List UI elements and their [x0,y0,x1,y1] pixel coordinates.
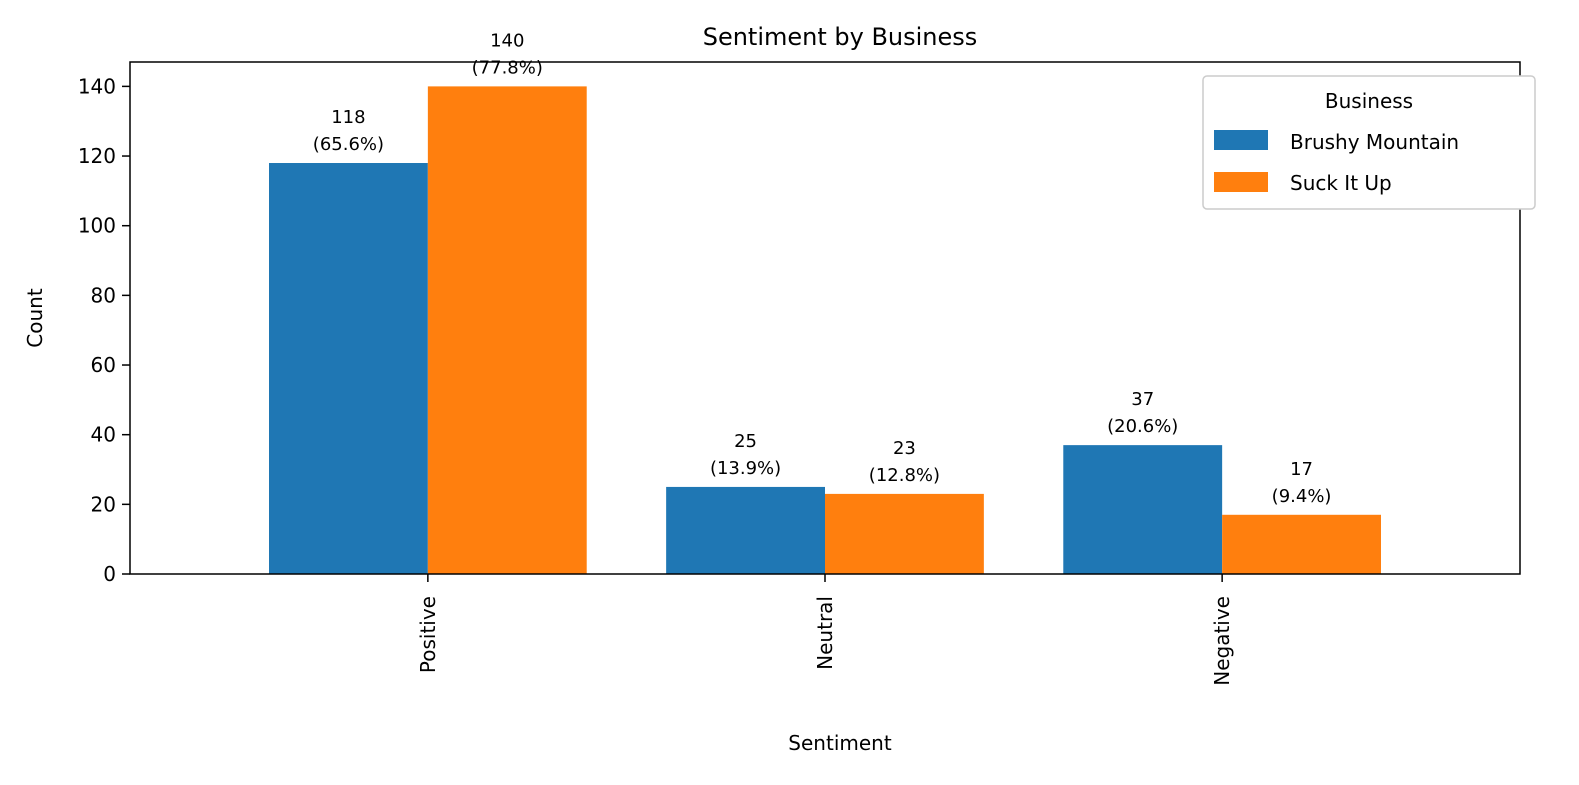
legend-box [1202,75,1536,210]
y-tick-label: 120 [78,144,116,168]
data-label-percent: (77.8%) [472,57,543,78]
data-label-percent: (20.6%) [1107,416,1178,437]
x-tick-label: Negative [1210,596,1234,686]
data-label-value: 23 [893,438,916,459]
y-tick-label: 140 [78,74,116,98]
y-tick-label: 0 [103,562,116,586]
legend: Business Brushy Mountain Suck It Up [1202,75,1536,210]
bar [825,493,984,574]
bar [427,86,587,574]
data-label-percent: (9.4%) [1272,486,1332,507]
legend-title: Business [1325,89,1413,113]
legend-label-suck-it-up: Suck It Up [1290,171,1392,195]
plot-frame [129,61,1521,575]
y-tick-label: 40 [91,423,116,447]
bar [1222,514,1381,574]
y-tick-label: 80 [91,283,116,307]
data-label-value: 118 [331,107,365,128]
x-axis-label: Sentiment [788,731,892,755]
data-label-value: 25 [734,431,757,452]
data-label-percent: (65.6%) [313,134,384,155]
bar [269,163,428,574]
y-axis-label: Count [23,288,47,348]
bar [666,486,825,574]
x-tick-label: Positive [416,596,440,673]
data-label-value: 17 [1290,459,1313,480]
y-tick-label: 20 [91,492,116,516]
x-tick-label: Neutral [813,596,837,670]
legend-swatch-brushy-mountain [1214,130,1268,150]
legend-swatch-suck-it-up [1214,172,1268,192]
data-label-value: 140 [490,30,524,51]
chart-title: Sentiment by Business [703,23,978,51]
y-tick-label: 60 [91,353,116,377]
data-label-percent: (12.8%) [869,465,940,486]
y-tick-label: 100 [78,214,116,238]
bar [1063,445,1223,574]
plot-area: 0 20 40 60 80 100 120 140 118 (65.6%) 140 (77.8%) Po… [78,30,1381,686]
data-label-percent: (13.9%) [710,458,781,479]
data-label-value: 37 [1131,389,1154,410]
legend-label-brushy-mountain: Brushy Mountain [1290,130,1459,154]
